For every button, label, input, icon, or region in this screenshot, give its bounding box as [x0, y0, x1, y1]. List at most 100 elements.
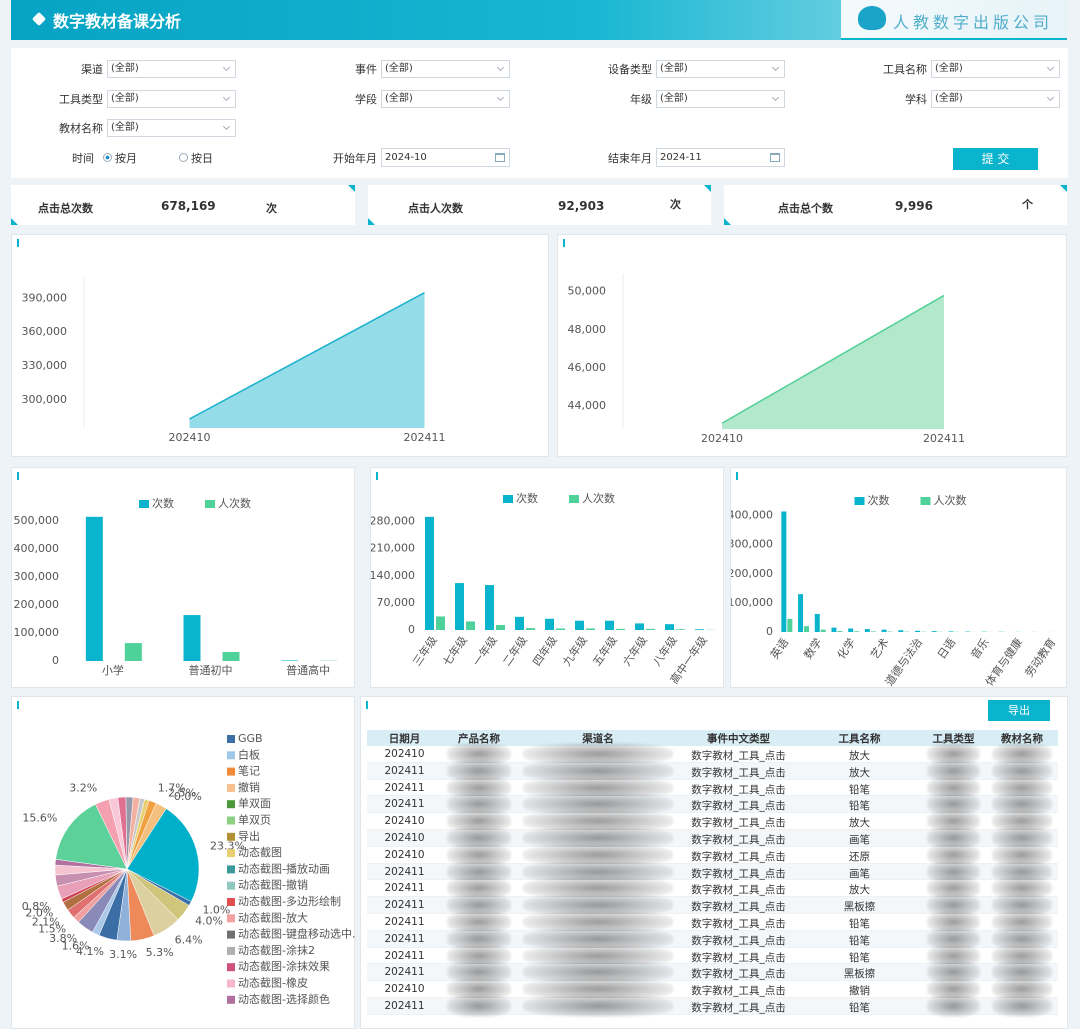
table-cell: 放大: [849, 884, 870, 897]
y-tick-label: 300,000: [22, 393, 68, 406]
legend-swatch: [227, 751, 235, 760]
bar: [455, 583, 464, 630]
redacted-cell: [447, 927, 511, 950]
x-tick-label: 202411: [404, 431, 446, 444]
table-cell: 数字教材_工具_点击: [691, 968, 786, 981]
bar: [85, 516, 103, 661]
legend-label: 动态截图-涂抹2: [238, 943, 315, 957]
bar: [931, 631, 937, 632]
bar: [466, 621, 475, 630]
redacted-cell: [992, 860, 1052, 883]
redacted-cell: [447, 827, 511, 849]
filter-select[interactable]: (全部): [107, 90, 236, 108]
y-tick-label: 330,000: [22, 359, 68, 372]
legend-label: 导出: [238, 829, 260, 843]
x-tick-label: 九年级: [560, 633, 590, 668]
redacted-cell: [523, 877, 673, 900]
redacted-cell: [523, 978, 673, 1001]
bar: [425, 516, 434, 630]
radio[interactable]: [103, 153, 112, 162]
filter-select[interactable]: (全部): [381, 90, 510, 108]
table-cell: 撤销: [849, 985, 870, 998]
x-tick-label: 202410: [701, 432, 743, 445]
redacted-cell: [523, 995, 673, 1017]
chart-panel: 0 100,000 200,000 300,000 400,000 次数 人次数 英语 数学 化学…: [730, 467, 1067, 688]
x-tick-label: 艺术: [868, 636, 891, 661]
redacted-cell: [992, 927, 1052, 950]
y-tick-label: 70,000: [377, 596, 416, 609]
pie-label: 1.7%: [158, 782, 186, 795]
y-tick-label: 48,000: [568, 323, 607, 336]
bar: [881, 629, 887, 632]
legend-swatch: [227, 979, 235, 988]
filter-label: 事件: [355, 63, 377, 76]
x-tick-label: 数学: [801, 635, 825, 661]
export-button[interactable]: 导出: [988, 700, 1050, 721]
redacted-cell: [523, 944, 673, 967]
pie-label: 4.0%: [195, 915, 223, 928]
table-cell: 铅笔: [849, 1002, 870, 1014]
table-cell: 202411: [384, 865, 425, 878]
table-cell: 202411: [384, 916, 425, 928]
date-input[interactable]: 2024-11: [656, 148, 785, 167]
redacted-cell: [523, 860, 673, 883]
calendar-icon: [770, 153, 780, 162]
pie-slice: [55, 803, 128, 870]
bar: [676, 629, 685, 630]
legend-label: 次数: [152, 496, 174, 510]
filter-select[interactable]: (全部): [656, 90, 785, 108]
filter-value: (全部): [935, 93, 963, 104]
pie-label: 2.0%: [25, 906, 53, 919]
filter-select[interactable]: (全部): [381, 60, 510, 78]
bar: [814, 613, 820, 632]
filter-select[interactable]: (全部): [107, 60, 236, 78]
bar: [515, 616, 524, 630]
y-tick-label: 390,000: [22, 291, 68, 304]
redacted-cell: [927, 743, 980, 765]
x-tick-label: 化学: [834, 635, 858, 661]
table-cell: 铅笔: [849, 800, 870, 813]
calendar-icon: [495, 153, 505, 162]
logo-text: 人教数字出版公司: [893, 13, 1054, 32]
table-cell: 数字教材_工具_点击: [691, 800, 786, 813]
filter-select[interactable]: (全部): [931, 60, 1060, 78]
bar: [556, 628, 565, 630]
filter-select[interactable]: (全部): [107, 119, 236, 137]
filter-label: 渠道: [81, 63, 103, 76]
redacted-cell: [927, 843, 980, 866]
bar: [948, 631, 954, 632]
table-cell: 数字教材_工具_点击: [691, 867, 786, 880]
chart-panel: 0.0% 23.3% 1.0% 4.0% 6.4% 5.3% 3.1% 4.1% 1.6% 3.8…: [11, 696, 356, 1029]
legend-swatch: [227, 914, 235, 923]
legend-label: 人次数: [582, 491, 615, 505]
redacted-cell: [927, 995, 980, 1017]
legend-label: 动态截图-放大: [238, 910, 308, 924]
filter-select[interactable]: (全部): [656, 60, 785, 78]
kpi-corner: [704, 185, 711, 192]
redacted-cell: [523, 911, 673, 933]
pie-label: 3.8%: [49, 932, 77, 945]
kpi-label: 点击总次数: [38, 202, 93, 215]
submit-button[interactable]: 提 交: [953, 148, 1038, 170]
bar: [787, 618, 793, 632]
pie-slice: [126, 808, 200, 902]
date-input[interactable]: 2024-10: [381, 148, 510, 167]
x-tick-label: 小学: [102, 663, 124, 677]
panel-marker: [376, 472, 378, 480]
panel-marker: [17, 239, 19, 247]
filter-select[interactable]: (全部): [931, 90, 1060, 108]
x-tick-label: 八年级: [650, 633, 680, 668]
bar: [646, 628, 655, 630]
legend-swatch: [503, 495, 513, 503]
filter-value: (全部): [111, 63, 139, 74]
redacted-cell: [523, 793, 673, 816]
radio[interactable]: [179, 153, 188, 162]
x-tick-label: 三年级: [410, 633, 440, 668]
legend-label: 动态截图-选择颜色: [238, 992, 330, 1006]
legend-swatch: [227, 849, 235, 858]
redacted-cell: [927, 961, 980, 984]
redacted-cell: [447, 743, 511, 765]
y-tick-label: 0: [52, 654, 59, 667]
redacted-cell: [447, 978, 511, 1001]
